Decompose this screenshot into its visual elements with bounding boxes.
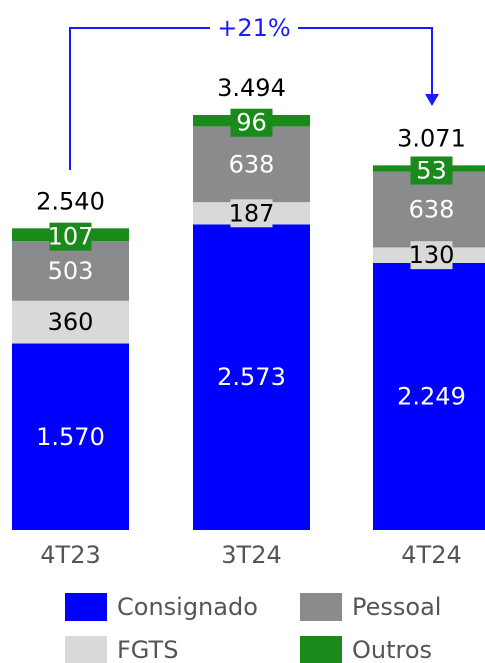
- x-tick-label: 3T24: [221, 541, 281, 569]
- value-label: 503: [48, 257, 94, 285]
- bracket: [298, 27, 433, 96]
- label-box: [230, 108, 273, 137]
- value-label: 130: [409, 241, 455, 269]
- legend-label: Consignado: [117, 593, 258, 621]
- value-label: 53: [416, 157, 447, 185]
- bar-segment: [12, 241, 129, 301]
- x-tick-label: 4T24: [401, 541, 461, 569]
- legend-label: Outros: [352, 636, 432, 663]
- value-label: 1.570: [36, 423, 105, 451]
- legend-swatch: [65, 636, 107, 663]
- bar-segment: [193, 224, 310, 530]
- value-label: 360: [48, 308, 94, 336]
- legend-label: Pessoal: [352, 593, 441, 621]
- value-label: 638: [229, 150, 275, 178]
- value-label: 2.249: [397, 382, 466, 410]
- total-label: 3.494: [217, 74, 286, 102]
- value-label: 107: [48, 223, 94, 251]
- label-box: [230, 199, 273, 228]
- value-label: 638: [409, 196, 455, 224]
- legend-swatch: [65, 593, 107, 621]
- bar-segment: [373, 262, 485, 530]
- total-label: 2.540: [36, 187, 105, 215]
- label-box: [410, 156, 453, 185]
- bracket: [69, 27, 210, 170]
- bar-segment: [12, 300, 129, 344]
- legend-swatch: [300, 593, 342, 621]
- arrow-head: [425, 94, 439, 106]
- bar-segment: [193, 126, 310, 203]
- value-label: 187: [229, 199, 275, 227]
- label-box: [49, 222, 92, 251]
- label-box: [410, 241, 453, 270]
- annotation: +21%: [217, 14, 290, 42]
- legend-swatch: [300, 636, 342, 663]
- legend-label: FGTS: [117, 636, 178, 663]
- value-label: 96: [236, 109, 267, 137]
- bar-segment: [12, 343, 129, 530]
- x-tick-label: 4T23: [40, 541, 100, 569]
- total-label: 3.071: [397, 124, 466, 152]
- value-label: 2.573: [217, 363, 286, 391]
- bars: 1.570 360 503 107 2.540 4T23 2.573 187 638 96 3.49…: [12, 74, 485, 663]
